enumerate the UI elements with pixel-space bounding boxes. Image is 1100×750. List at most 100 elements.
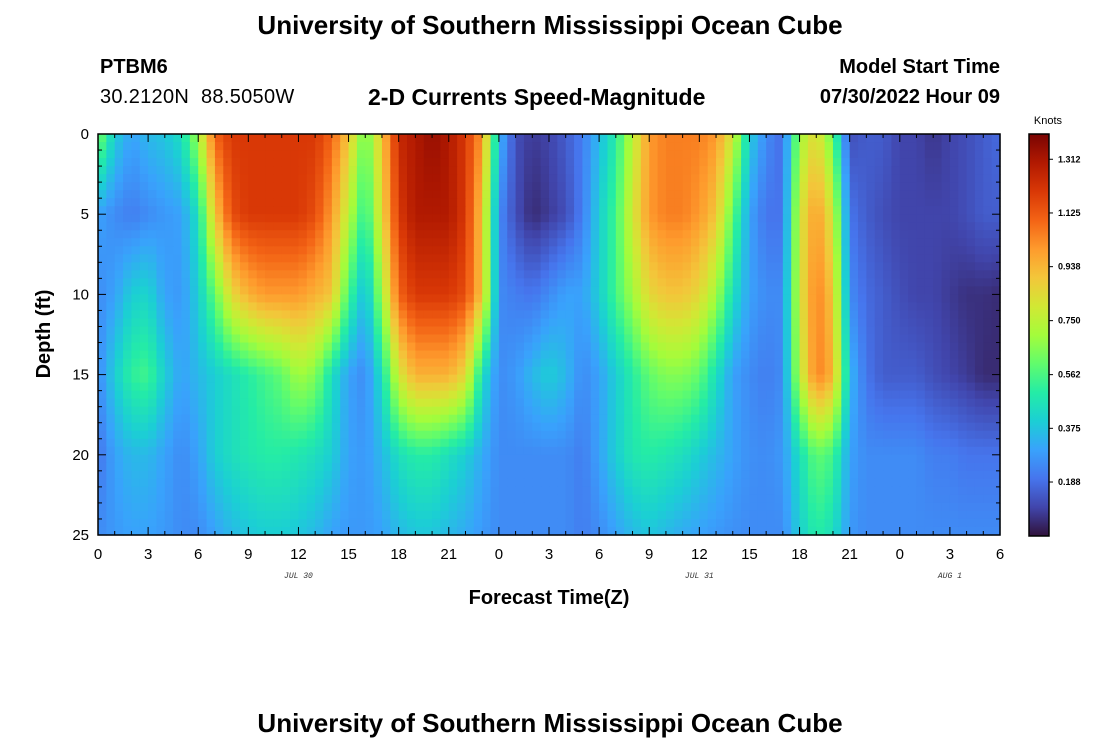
heatmap-cell <box>465 430 475 440</box>
heatmap-cell <box>732 438 742 448</box>
heatmap-cell <box>657 190 667 199</box>
heatmap-cell <box>958 462 968 472</box>
heatmap-cell <box>398 494 408 504</box>
heatmap-cell <box>983 230 993 239</box>
heatmap-cell <box>256 270 266 279</box>
heatmap-cell <box>958 414 968 424</box>
heatmap-cell <box>599 470 609 480</box>
heatmap-cell <box>114 190 124 199</box>
heatmap-cell <box>148 302 158 312</box>
heatmap-cell <box>724 374 734 384</box>
heatmap-cell <box>214 158 224 167</box>
heatmap-cell <box>624 494 634 504</box>
heatmap-cell <box>649 494 659 504</box>
heatmap-cell <box>933 246 943 255</box>
heatmap-cell <box>407 278 416 287</box>
heatmap-cell <box>933 454 943 464</box>
heatmap-cell <box>164 430 174 440</box>
heatmap-cell <box>373 342 383 352</box>
heatmap-cell <box>315 374 325 384</box>
heatmap-cell <box>448 414 458 424</box>
heatmap-cell <box>156 430 166 440</box>
heatmap-cell <box>198 462 208 472</box>
heatmap-cell <box>741 390 751 400</box>
heatmap-cell <box>239 222 249 231</box>
heatmap-cell <box>189 350 199 360</box>
heatmap-cell <box>816 198 826 207</box>
heatmap-cell <box>983 494 993 504</box>
heatmap-cell <box>482 446 492 456</box>
heatmap-cell <box>849 254 859 263</box>
heatmap-cell <box>958 350 968 360</box>
heatmap-cell <box>858 230 867 239</box>
heatmap-cell <box>565 142 575 151</box>
heatmap-cell <box>883 278 893 287</box>
heatmap-cell <box>315 198 325 207</box>
heatmap-cell <box>206 134 216 143</box>
heatmap-cell <box>265 318 274 328</box>
heatmap-cell <box>523 238 533 247</box>
heatmap-cell <box>440 294 450 304</box>
heatmap-cell <box>173 350 183 360</box>
heatmap-cell <box>407 374 416 384</box>
heatmap-cell <box>457 366 467 376</box>
heatmap-cell <box>582 278 592 287</box>
heatmap-cell <box>139 230 149 239</box>
heatmap-cell <box>248 350 258 360</box>
heatmap-cell <box>949 174 959 183</box>
heatmap-cell <box>590 286 600 295</box>
heatmap-cell <box>866 222 876 231</box>
heatmap-cell <box>816 270 826 279</box>
heatmap-cell <box>891 302 901 312</box>
heatmap-cell <box>306 310 316 320</box>
heatmap-cell <box>123 358 133 368</box>
heatmap-cell <box>716 438 725 448</box>
heatmap-cell <box>323 398 333 408</box>
heatmap-cell <box>231 310 241 320</box>
heatmap-cell <box>223 214 233 223</box>
heatmap-cell <box>924 206 934 215</box>
heatmap-cell <box>574 390 584 400</box>
heatmap-cell <box>941 270 951 279</box>
heatmap-cell <box>415 446 425 456</box>
heatmap-cell <box>532 318 542 328</box>
heatmap-cell <box>908 158 918 167</box>
heatmap-cell <box>941 238 951 247</box>
heatmap-cell <box>791 174 801 183</box>
heatmap-cell <box>390 190 400 199</box>
heatmap-cell <box>707 182 717 191</box>
heatmap-cell <box>448 486 458 496</box>
heatmap-cell <box>164 134 174 143</box>
heatmap-cell <box>582 462 592 472</box>
heatmap-cell <box>858 374 867 384</box>
heatmap-cell <box>432 206 442 215</box>
heatmap-cell <box>398 254 408 263</box>
heatmap-cell <box>649 150 659 159</box>
heatmap-cell <box>707 406 717 416</box>
heatmap-cell <box>632 158 642 167</box>
heatmap-cell <box>607 278 617 287</box>
heatmap-cell <box>331 486 341 496</box>
heatmap-cell <box>933 446 943 456</box>
heatmap-cell <box>440 254 450 263</box>
heatmap-cell <box>323 286 333 295</box>
heatmap-cell <box>866 286 876 295</box>
station-id: PTBM6 <box>100 56 168 78</box>
heatmap-cell <box>657 358 667 368</box>
heatmap-cell <box>632 278 642 287</box>
heatmap-cell <box>624 246 634 255</box>
heatmap-cell <box>315 294 325 304</box>
heatmap-cell <box>799 366 809 376</box>
heatmap-cell <box>98 350 107 360</box>
heatmap-cell <box>457 238 467 247</box>
heatmap-cell <box>273 222 283 231</box>
chart-subtitle: 2-D Currents Speed-Magnitude <box>368 84 706 110</box>
heatmap-cell <box>991 262 1001 271</box>
heatmap-cell <box>98 198 107 207</box>
heatmap-cell <box>365 246 375 255</box>
heatmap-cell <box>507 398 517 408</box>
heatmap-cell <box>231 142 241 151</box>
heatmap-cell <box>507 326 517 336</box>
heatmap-cell <box>273 166 283 175</box>
heatmap-cell <box>782 470 792 480</box>
